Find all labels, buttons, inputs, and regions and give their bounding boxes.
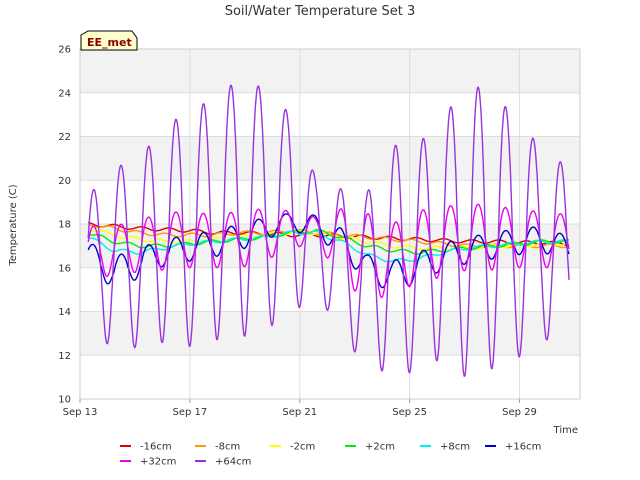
plot-band (80, 311, 580, 356)
y-tick-label: 22 (58, 132, 71, 143)
x-tick-label: Sep 25 (392, 407, 427, 418)
x-tick-label: Sep 17 (173, 407, 208, 418)
series-layer (87, 84, 570, 377)
y-tick-label: 24 (58, 88, 71, 99)
plot-border (79, 48, 581, 400)
legend-item-32cm: +32cm (120, 457, 176, 468)
y-tick-labels: 10 12 14 16 18 20 22 24 26 (58, 45, 71, 406)
x-tick-label: Sep 29 (502, 407, 537, 418)
y-tick-label: 26 (58, 45, 71, 56)
plot-band (80, 136, 580, 181)
y-tick-label: 10 (58, 395, 71, 406)
series-line-64cm (87, 84, 570, 377)
legend-label: -16cm (140, 442, 172, 453)
y-axis-label: Temperature (C) (8, 184, 19, 266)
legend-label: -8cm (215, 442, 240, 453)
legend-item-64cm: +64cm (195, 457, 251, 468)
legend-label: +32cm (140, 457, 176, 468)
legend-item-2cm: -2cm (270, 442, 315, 453)
x-tick-label: Sep 21 (282, 407, 317, 418)
legend-label: -2cm (290, 442, 315, 453)
legend: -16cm -8cm -2cm +2cm +8cm +16cm +32cm +64cm (120, 442, 541, 468)
x-tick-labels: Sep 13 Sep 17 Sep 21 Sep 25 Sep 29 (63, 399, 537, 418)
y-tick-label: 14 (58, 307, 71, 318)
chart-title: Soil/Water Temperature Set 3 (225, 4, 416, 19)
y-tick-label: 12 (58, 351, 71, 362)
legend-item-16cm: -16cm (120, 442, 172, 453)
x-axis-label: Time (553, 425, 578, 436)
y-tick-label: 16 (58, 263, 71, 274)
legend-label: +8cm (440, 442, 470, 453)
plot-frame (79, 48, 581, 400)
badge-shape (80, 30, 138, 51)
legend-item-8cm: +8cm (420, 442, 470, 453)
legend-label: +64cm (215, 457, 251, 468)
x-tick-label: Sep 13 (63, 407, 98, 418)
legend-label: +2cm (365, 442, 395, 453)
plot-band (80, 49, 580, 93)
y-tick-label: 18 (58, 220, 71, 231)
ee-met-badge: EE_met (80, 30, 138, 51)
legend-item-16cm: +16cm (485, 442, 541, 453)
y-tick-label: 20 (58, 176, 71, 187)
legend-item-8cm: -8cm (195, 442, 240, 453)
legend-item-2cm: +2cm (345, 442, 395, 453)
legend-label: +16cm (505, 442, 541, 453)
badge-label: EE_met (87, 36, 132, 49)
